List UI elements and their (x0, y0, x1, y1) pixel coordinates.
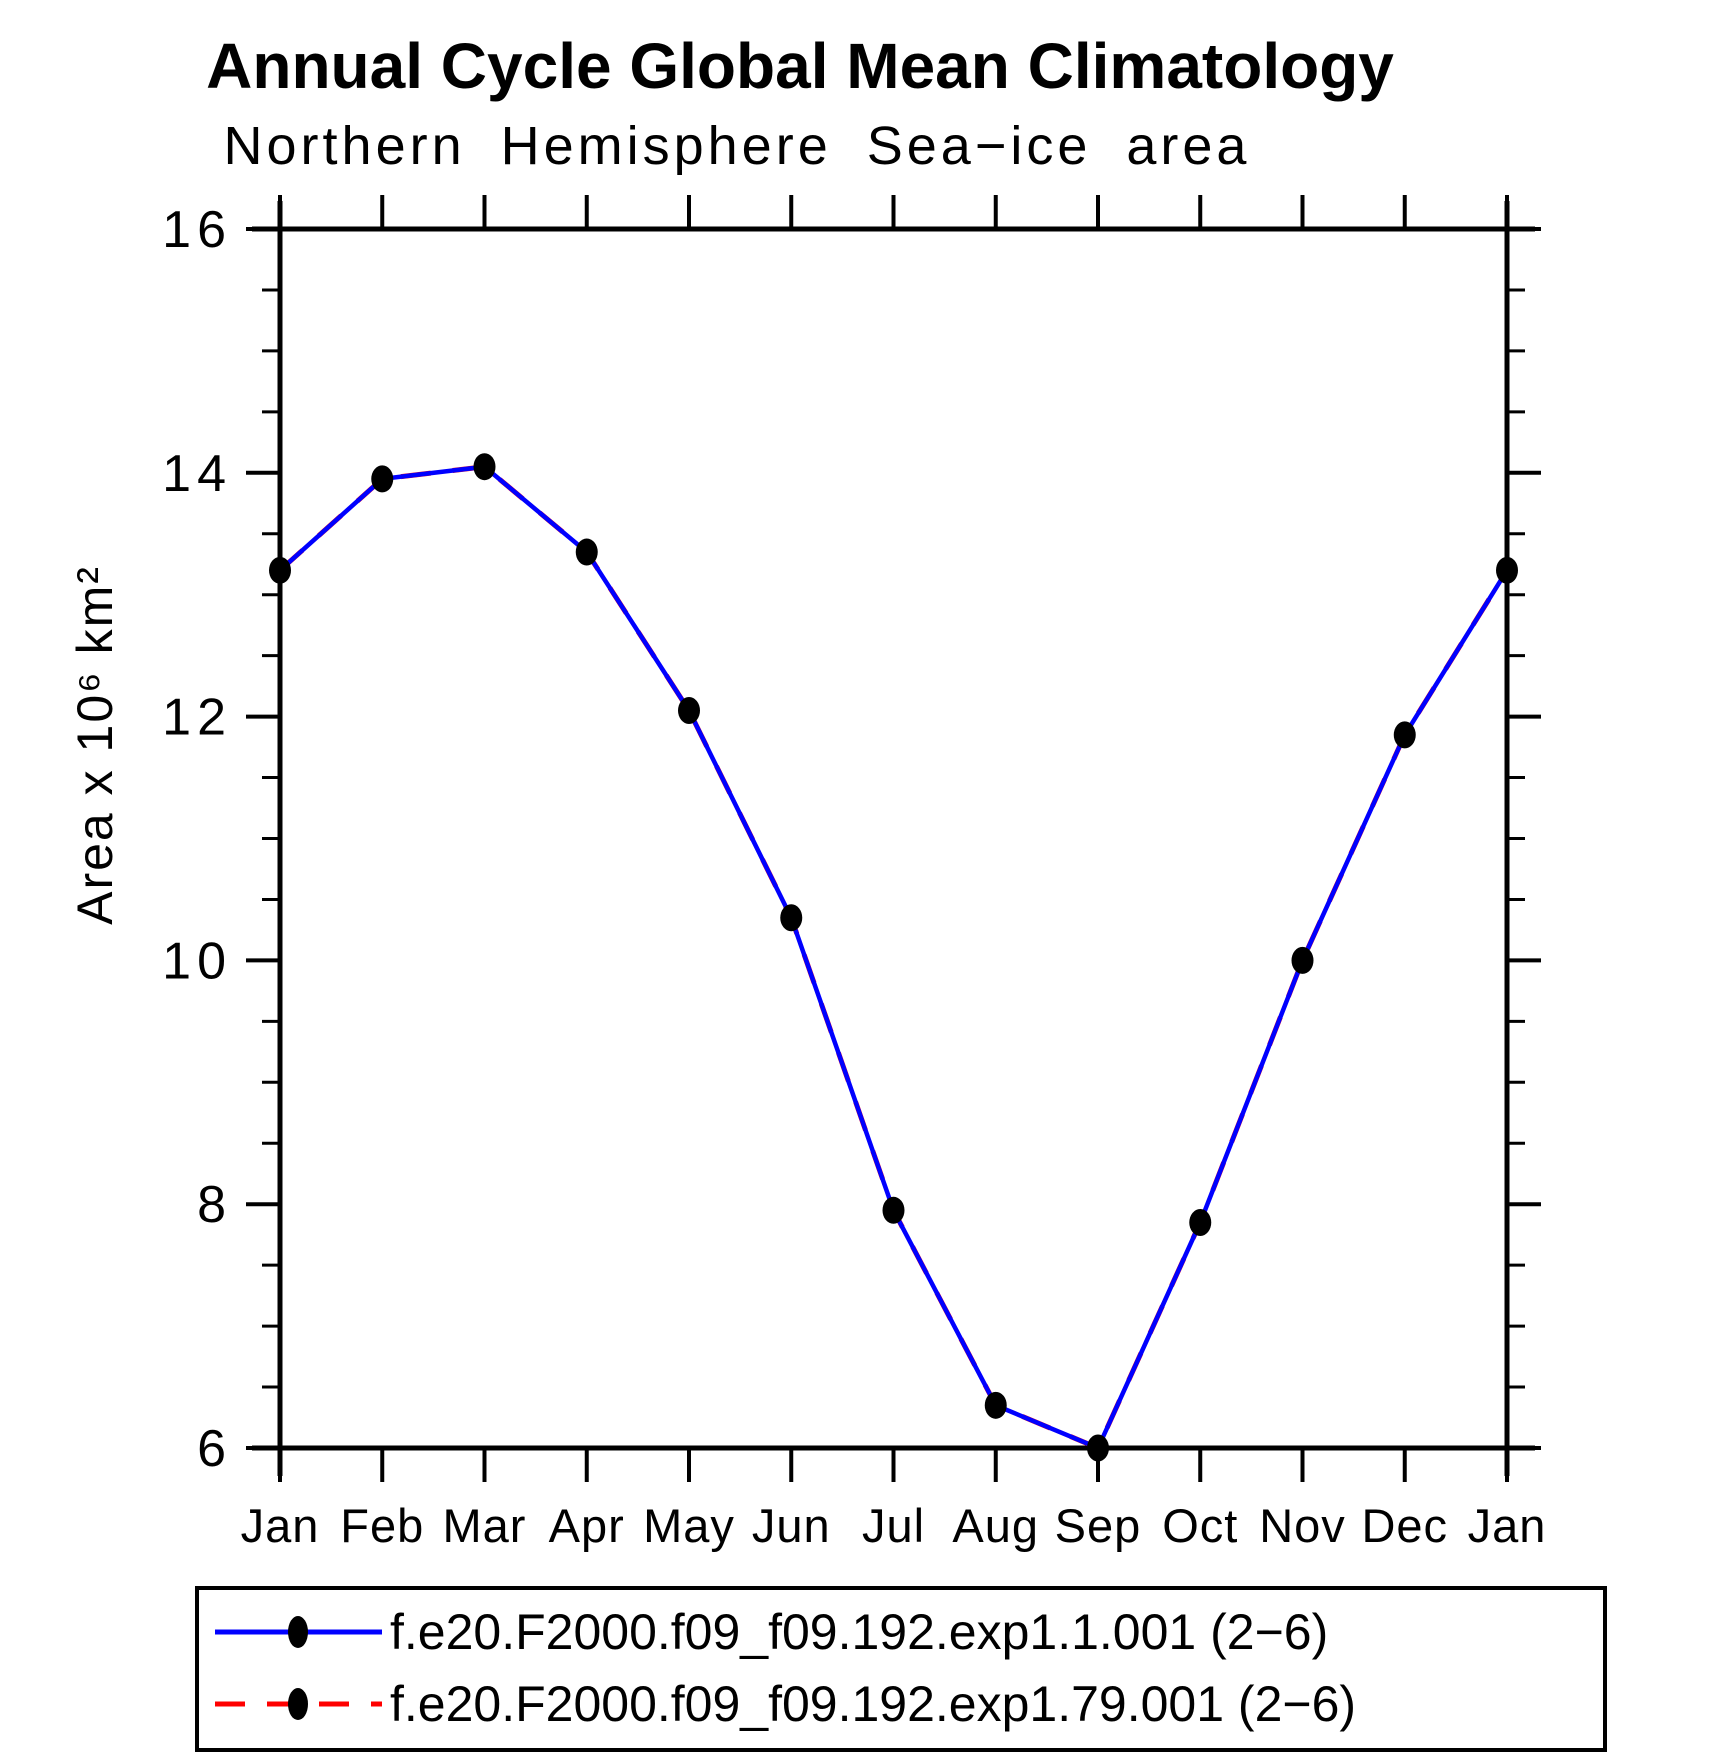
legend-swatch-marker (288, 1616, 308, 1648)
data-point-marker (984, 1391, 1007, 1419)
data-point-markers (269, 453, 1518, 1462)
series-line-exp1-79 (278, 464, 1510, 1452)
x-tick-label: Feb (340, 1499, 424, 1552)
x-tick-label: Mar (443, 1499, 527, 1552)
x-tick-label: Sep (1055, 1499, 1142, 1552)
legend-swatch-marker (288, 1688, 308, 1720)
legend-frame (195, 1586, 1607, 1752)
y-tick-label: 16 (162, 201, 232, 259)
data-point-marker (1291, 946, 1314, 974)
data-point-marker (1393, 721, 1416, 749)
legend-entry: f.e20.F2000.f09_f09.192.exp1.79.001 (2−6… (215, 1676, 1356, 1732)
data-point-marker (882, 1196, 905, 1224)
data-point-marker (269, 556, 291, 584)
y-tick-label: 12 (162, 689, 232, 747)
x-tick-label: May (643, 1499, 735, 1552)
data-point-marker (575, 538, 598, 566)
x-tick-label: Dec (1361, 1499, 1448, 1552)
data-point-marker (1087, 1434, 1109, 1462)
x-tick-label: Jan (241, 1499, 320, 1552)
data-point-marker (1189, 1208, 1212, 1236)
x-tick-label: Jun (752, 1499, 831, 1552)
plot-frame (252, 201, 1535, 1476)
x-tick-label: Jul (862, 1499, 925, 1552)
x-tick-label: Nov (1259, 1499, 1346, 1552)
chart-subtitle: Northern Hemisphere Sea−ice area (224, 116, 1251, 176)
y-tick-label: 10 (162, 932, 232, 990)
legend-label: f.e20.F2000.f09_f09.192.exp1.1.001 (2−6) (390, 1604, 1328, 1660)
x-axis-labels: Jan Feb Mar Apr May Jun Jul Aug Sep Oct Nov Dec Jan (241, 1499, 1547, 1552)
x-tick-label: Apr (549, 1499, 625, 1552)
data-point-marker (473, 453, 496, 481)
data-point-marker (678, 697, 700, 725)
x-tick-label: Oct (1162, 1499, 1238, 1552)
legend-box: f.e20.F2000.f09_f09.192.exp1.1.001 (2−6)… (195, 1586, 1607, 1752)
x-tick-label: Jan (1468, 1499, 1547, 1552)
legend-label: f.e20.F2000.f09_f09.192.exp1.79.001 (2−6… (390, 1676, 1356, 1732)
legend-entry: f.e20.F2000.f09_f09.192.exp1.1.001 (2−6) (215, 1604, 1328, 1660)
y-axis-title: Area x 10⁶ km² (67, 565, 123, 925)
x-axis-ticks (278, 195, 1509, 1482)
y-tick-label: 6 (197, 1420, 232, 1478)
y-axis-ticks (246, 227, 1541, 1450)
plot-area: Jan Feb Mar Apr May Jun Jul Aug Sep Oct Nov Dec Jan6… (162, 195, 1547, 1552)
data-point-marker (1496, 556, 1518, 584)
y-tick-label: 8 (197, 1176, 232, 1234)
series-line-exp1-1 (278, 464, 1509, 1451)
x-tick-label: Aug (952, 1499, 1039, 1552)
y-tick-label: 14 (162, 445, 232, 503)
data-point-marker (780, 904, 803, 932)
data-point-marker (371, 465, 394, 493)
page-title: Annual Cycle Global Mean Climatology (206, 30, 1394, 102)
y-axis-labels: 6 8 10 12 14 16 (162, 201, 232, 1478)
